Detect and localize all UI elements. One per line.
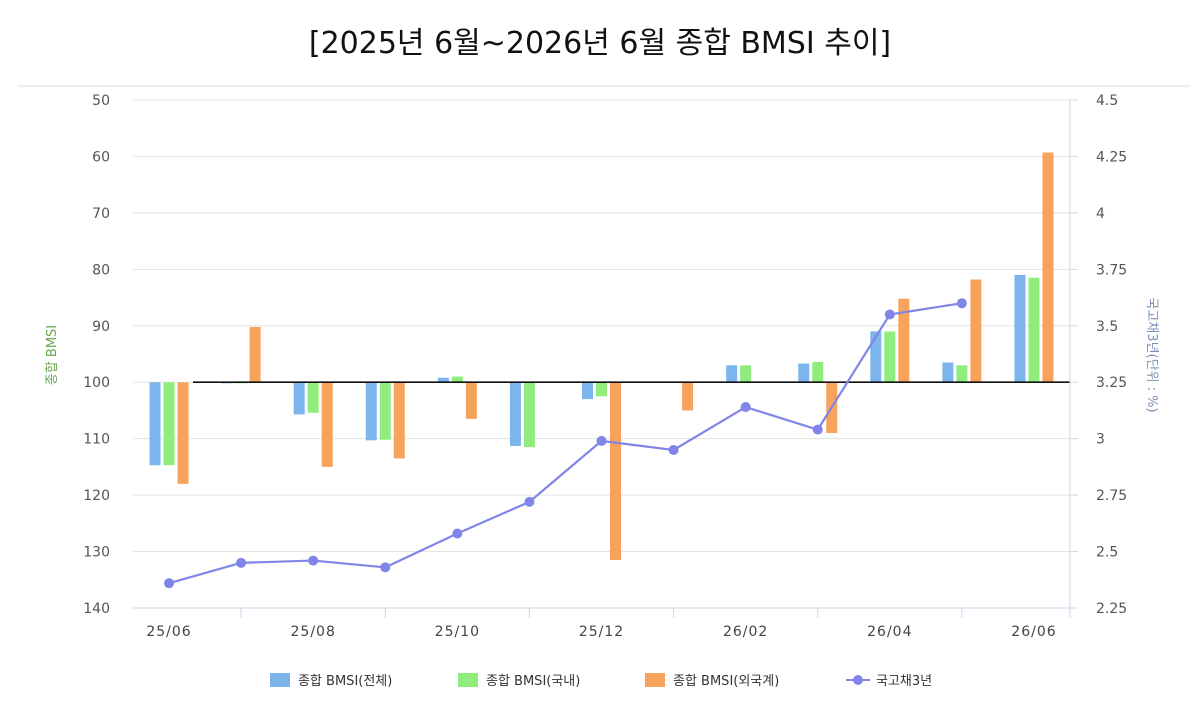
x-tick-label: 25/12	[579, 624, 624, 640]
bar-series	[149, 152, 1054, 561]
line-point	[812, 424, 823, 435]
legend-label: 종합 BMSI(국내)	[486, 674, 580, 689]
x-tick-label: 26/02	[723, 624, 768, 640]
bar	[970, 279, 982, 383]
right-tick-label: 4.5	[1096, 93, 1118, 109]
bar	[393, 382, 405, 459]
legend-item: 종합 BMSI(국내)	[458, 673, 580, 689]
left-tick-label: 90	[92, 319, 110, 335]
left-tick-label: 80	[92, 262, 110, 278]
legend-swatch	[458, 673, 478, 687]
bar	[163, 382, 175, 466]
line-point	[884, 309, 895, 320]
legend: 종합 BMSI(전체) 종합 BMSI(국내) 종합 BMSI(외국계) 국고채3년	[270, 673, 932, 689]
bar	[465, 382, 477, 419]
bar	[321, 382, 333, 467]
bar	[1028, 277, 1040, 383]
x-tick-label: 26/04	[867, 624, 912, 640]
bar	[798, 363, 810, 383]
bar	[149, 382, 161, 466]
bar	[451, 376, 463, 383]
line-point	[164, 578, 175, 589]
bar	[682, 382, 694, 411]
legend-label: 종합 BMSI(외국계)	[673, 674, 779, 689]
line-point	[740, 402, 751, 413]
right-tick-label: 3.5	[1096, 319, 1118, 335]
right-tick-label: 3.75	[1096, 262, 1127, 278]
legend-swatch	[270, 673, 290, 687]
left-tick-label: 110	[83, 432, 110, 448]
x-tick-label: 25/10	[435, 624, 480, 640]
bar	[293, 382, 305, 415]
bar	[365, 382, 377, 441]
bar	[740, 365, 752, 383]
line-point	[452, 528, 463, 539]
right-tick-label: 3	[1096, 432, 1105, 448]
left-tick-label: 140	[83, 601, 110, 617]
bar	[726, 365, 738, 383]
right-tick-label: 4.25	[1096, 149, 1127, 165]
left-tick-label: 60	[92, 149, 110, 165]
legend-item: 종합 BMSI(전체)	[270, 673, 392, 689]
legend-swatch	[645, 673, 665, 687]
line-point	[956, 298, 967, 309]
left-axis: 50 60 70 80 90 100 110 120 130 140	[83, 93, 110, 617]
legend-item: 국고채3년	[846, 674, 932, 689]
legend-marker	[853, 675, 863, 685]
legend-item: 종합 BMSI(외국계)	[645, 673, 779, 689]
bar	[956, 365, 968, 383]
x-tick-label: 25/08	[291, 624, 336, 640]
bar	[249, 326, 261, 383]
left-tick-label: 50	[92, 93, 110, 109]
right-axis: 4.5 4.25 4 3.75 3.5 3.25 3 2.75 2.5 2.25	[1069, 93, 1127, 617]
bar	[610, 382, 621, 561]
x-tick-label: 26/06	[1011, 624, 1056, 640]
right-tick-label: 2.75	[1096, 488, 1127, 504]
bar	[942, 362, 954, 383]
bar	[898, 298, 910, 383]
bar	[177, 382, 189, 484]
bar	[870, 331, 882, 383]
line-path	[168, 302, 963, 585]
grid-lines	[133, 99, 1070, 609]
bar	[1014, 274, 1026, 383]
chart-title: [2025년 6월~2026년 6월 종합 BMSI 추이]	[308, 26, 892, 61]
left-tick-label: 100	[83, 375, 110, 391]
x-tick-label: 25/06	[146, 624, 191, 640]
legend-label: 종합 BMSI(전체)	[298, 674, 392, 689]
bar	[509, 382, 521, 447]
legend-label: 국고채3년	[876, 674, 932, 689]
left-tick-label: 120	[83, 488, 110, 504]
bar	[437, 377, 449, 383]
bar	[1042, 152, 1054, 383]
left-axis-title: 종합 BMSI	[45, 325, 60, 385]
bar	[884, 331, 896, 383]
line-point	[236, 557, 247, 568]
bar	[523, 382, 535, 448]
line-point	[668, 444, 679, 455]
right-tick-label: 3.25	[1096, 375, 1127, 391]
bar	[812, 361, 824, 383]
bar	[582, 382, 593, 400]
right-axis-title: 국고채3년(단위 : %)	[1144, 297, 1159, 412]
right-tick-label: 2.25	[1096, 601, 1127, 617]
right-tick-label: 4	[1096, 206, 1105, 222]
left-tick-label: 130	[83, 545, 110, 561]
x-axis: 25/06 25/08 25/10 25/12 26/02 26/04 26/06	[133, 607, 1071, 640]
right-tick-label: 2.5	[1096, 545, 1118, 561]
bar	[379, 382, 391, 440]
bar	[596, 382, 607, 397]
line-point	[308, 555, 319, 566]
bar	[307, 382, 319, 413]
left-tick-label: 70	[92, 206, 110, 222]
line-series	[164, 298, 967, 589]
line-point	[380, 562, 391, 573]
line-point	[524, 496, 535, 507]
line-point	[596, 435, 607, 446]
